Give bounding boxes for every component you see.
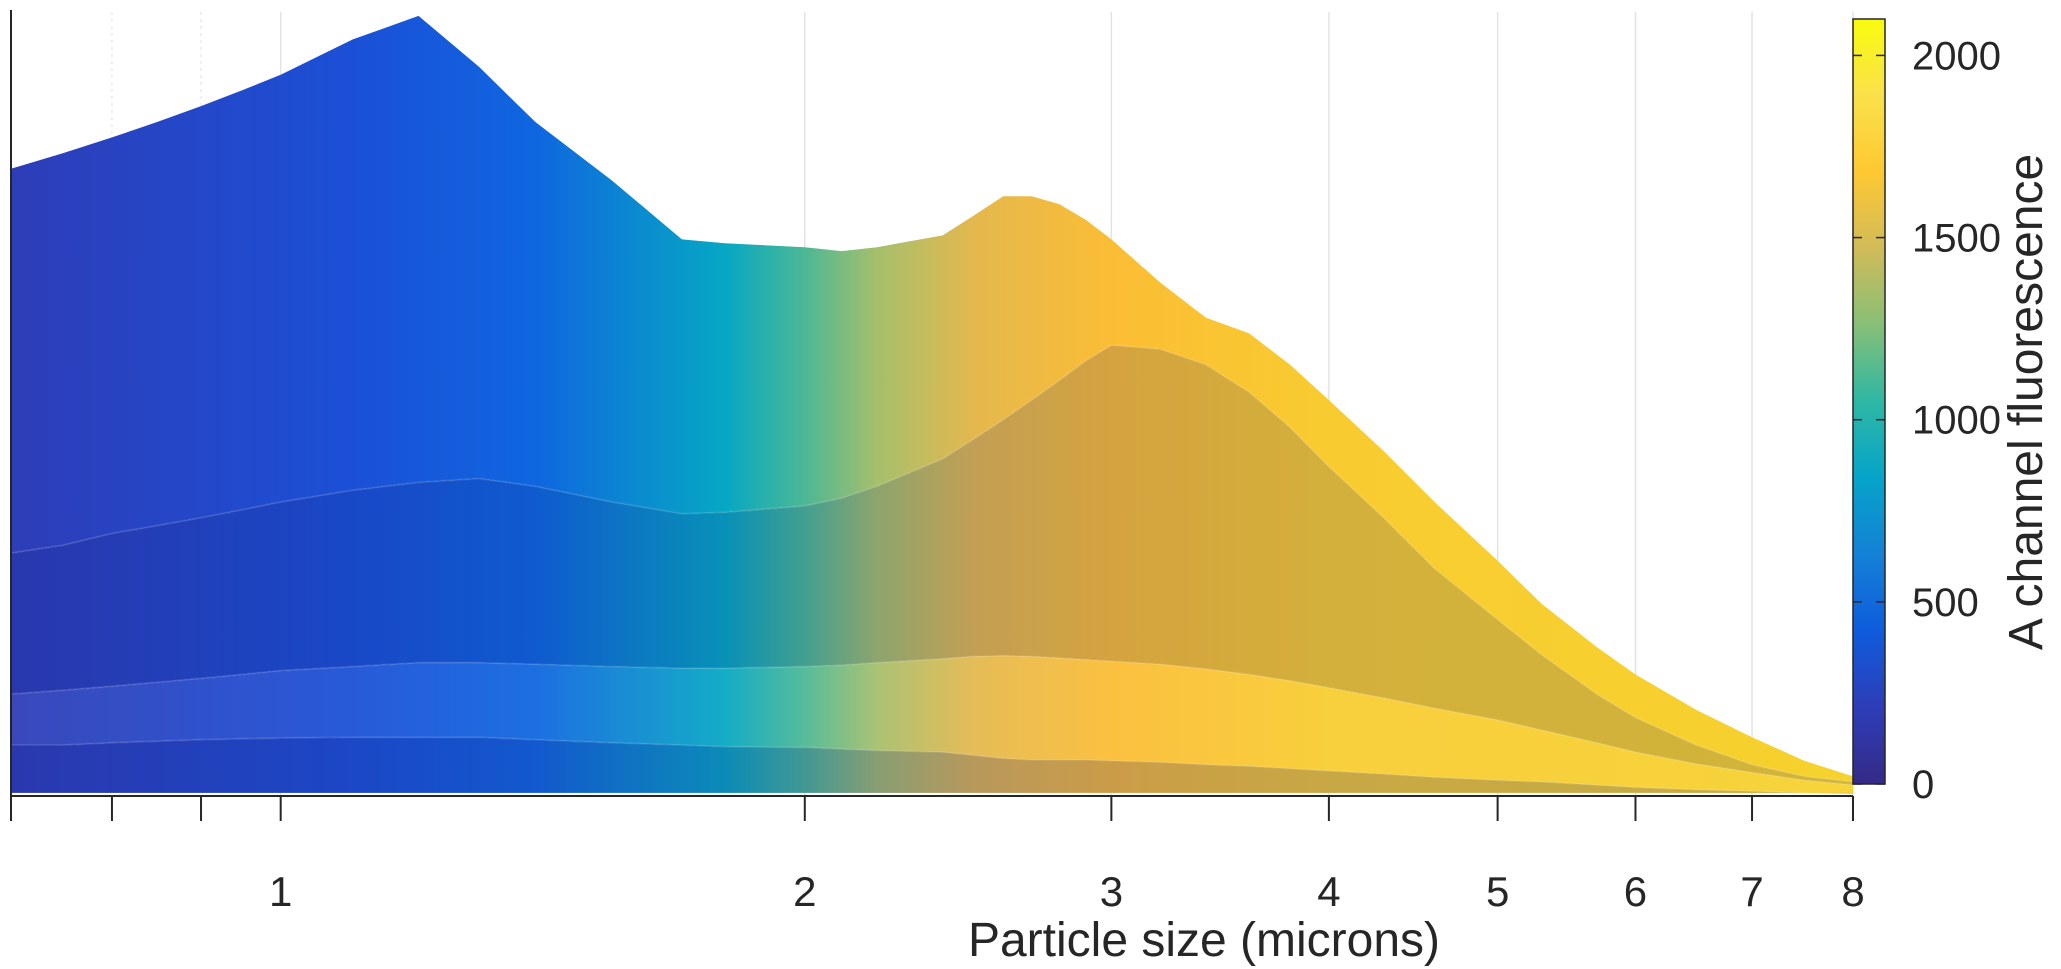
colorbar-tick-label: 1500 [1912, 217, 2001, 261]
band-1 [11, 737, 1853, 794]
x-tick-label: 5 [1486, 868, 1509, 915]
x-axis [10, 10, 1854, 821]
colorbar: 0 500 1000 1500 2000 A channel fluorescence [1852, 18, 2053, 807]
series-line-3 [10, 344, 1854, 783]
colorbar-tick-label: 0 [1912, 763, 1934, 807]
band-1-shade [11, 737, 1853, 794]
x-tick-label: 7 [1740, 868, 1763, 915]
x-tick-label: 1 [269, 868, 292, 915]
x-tick-label: 2 [793, 868, 816, 915]
band-2-shade [11, 655, 1853, 794]
series-line-2 [10, 654, 1854, 786]
band-2 [11, 655, 1853, 794]
series-line-1 [11, 736, 1854, 795]
band-4 [11, 15, 1853, 782]
colorbar-gradient [1852, 18, 1886, 785]
x-axis-title: Particle size (microns) [968, 914, 1440, 967]
colorbar-title: A channel fluorescence [2000, 154, 2053, 650]
fluorescence-bands [10, 15, 1854, 795]
band-3 [11, 345, 1853, 785]
colorbar-tick-label: 2000 [1912, 34, 2001, 78]
x-tick-labels: 1 2 3 4 5 6 7 8 [269, 868, 1865, 915]
x-tick-label: 3 [1100, 868, 1123, 915]
colorbar-tick-label: 1000 [1912, 399, 2001, 443]
x-tick-label: 8 [1841, 868, 1864, 915]
x-tick-label: 6 [1624, 868, 1647, 915]
colorbar-ticks: 0 500 1000 1500 2000 [1853, 34, 2001, 807]
x-tick-label: 4 [1317, 868, 1340, 915]
colorbar-tick-label: 500 [1912, 581, 1979, 625]
band-3-shade [11, 345, 1853, 785]
